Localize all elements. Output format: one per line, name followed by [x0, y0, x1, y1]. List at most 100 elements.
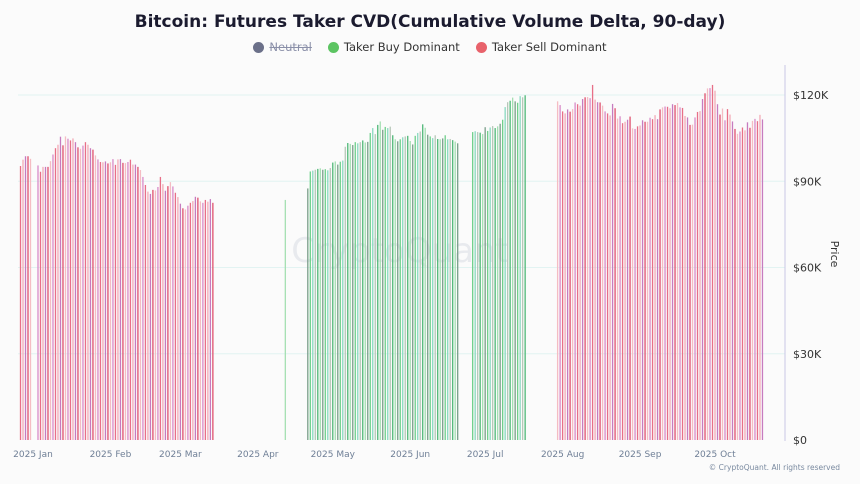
price-bar — [202, 202, 204, 440]
legend-item-taker-sell[interactable]: Taker Sell Dominant — [475, 40, 607, 54]
price-bar — [719, 114, 721, 441]
price-bar — [679, 107, 681, 441]
price-bar — [319, 168, 321, 440]
bars — [19, 84, 764, 441]
price-bar — [499, 123, 501, 440]
price-bar — [479, 132, 481, 440]
price-bar — [744, 130, 746, 441]
legend-item-neutral[interactable]: Neutral — [253, 40, 312, 54]
price-bar — [139, 170, 142, 440]
price-bar — [654, 115, 656, 440]
price-bar — [631, 128, 634, 440]
price-bar — [24, 156, 27, 441]
price-bar — [322, 169, 324, 440]
price-bar — [736, 133, 739, 440]
legend-item-taker-buy[interactable]: Taker Buy Dominant — [327, 40, 460, 54]
price-bar — [407, 135, 409, 440]
price-bar — [67, 138, 69, 440]
price-bar — [142, 176, 144, 440]
x-tick-label: 2025 Jul — [467, 450, 504, 460]
price-bar — [397, 141, 399, 440]
price-bar — [424, 127, 426, 441]
price-bar — [77, 147, 79, 440]
price-bar — [442, 138, 444, 440]
price-bar — [716, 104, 719, 440]
price-bar — [344, 146, 346, 440]
price-bar — [591, 84, 594, 440]
sell-dot-icon — [475, 41, 487, 53]
price-bar — [487, 130, 489, 440]
price-bar — [709, 88, 711, 440]
price-bar — [751, 120, 754, 440]
price-bar — [409, 141, 411, 440]
price-bar — [641, 120, 644, 441]
price-bar — [414, 135, 416, 440]
price-bar — [309, 171, 311, 440]
price-bar — [164, 190, 167, 440]
price-bar — [179, 203, 182, 440]
price-bar — [564, 113, 566, 441]
price-bar — [661, 107, 664, 441]
price-bar — [449, 138, 451, 441]
chart-title: Bitcoin: Futures Taker CVD(Cumulative Vo… — [134, 12, 726, 32]
copyright-footer: © CryptoQuant. All rights reserved — [708, 463, 840, 472]
price-bar — [699, 111, 701, 440]
price-bar — [636, 126, 639, 441]
price-bar — [157, 187, 159, 440]
price-bar — [689, 124, 691, 441]
price-bar — [434, 135, 436, 440]
price-bar — [132, 164, 134, 440]
price-bar — [39, 171, 42, 440]
price-bar — [134, 164, 137, 440]
price-bar — [357, 143, 359, 441]
legend: Neutral Taker Buy Dominant Taker Sell Do… — [0, 40, 860, 54]
price-bar — [614, 108, 616, 440]
legend-label: Taker Sell Dominant — [491, 40, 607, 54]
price-bar — [601, 105, 604, 440]
price-bar — [511, 97, 514, 441]
price-bar — [129, 159, 132, 440]
price-bar — [307, 188, 309, 440]
price-bar — [519, 96, 521, 441]
price-bar — [417, 132, 419, 440]
price-bar — [337, 164, 339, 440]
x-tick-label: 2025 Apr — [237, 450, 279, 460]
price-bar — [507, 102, 509, 440]
price-bar — [117, 159, 119, 440]
price-bar — [342, 160, 344, 441]
price-bar — [204, 199, 207, 440]
price-bar — [384, 126, 386, 440]
price-bar — [347, 143, 349, 440]
price-bar — [566, 109, 569, 440]
price-bar — [19, 166, 22, 440]
price-bar — [22, 159, 24, 440]
price-bar — [62, 145, 64, 440]
price-bar — [494, 128, 496, 440]
price-bar — [701, 99, 704, 441]
price-bar — [584, 97, 586, 441]
price-bar — [457, 143, 459, 441]
price-bar — [197, 197, 199, 440]
price-bar — [82, 145, 84, 440]
price-bar — [472, 132, 474, 440]
price-bar — [182, 208, 184, 440]
price-bar — [177, 197, 179, 440]
price-bar — [734, 128, 736, 441]
price-bar — [521, 97, 524, 441]
price-bar — [159, 176, 162, 440]
price-bar — [629, 116, 631, 440]
price-bar — [194, 196, 197, 440]
price-bar — [681, 107, 684, 440]
legend-label: Taker Buy Dominant — [343, 40, 460, 54]
price-bar — [124, 163, 127, 440]
price-bar — [754, 118, 756, 441]
price-bar — [339, 161, 341, 440]
price-bar — [192, 201, 194, 440]
price-bar — [172, 186, 174, 440]
neutral-dot-icon — [253, 41, 265, 53]
price-bar — [656, 119, 659, 441]
price-bar — [724, 120, 726, 441]
price-bar — [711, 84, 714, 440]
price-bar — [489, 127, 491, 441]
price-bar — [452, 140, 454, 440]
